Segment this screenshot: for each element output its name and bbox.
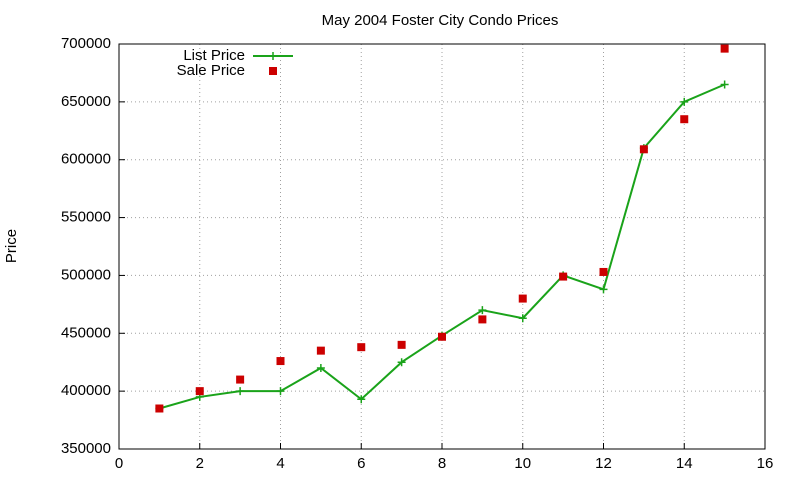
point [639, 145, 648, 154]
y-tick-label: 600000 [61, 151, 111, 168]
x-tick-label: 14 [676, 455, 693, 472]
legend-label: List Price [183, 47, 245, 64]
point [518, 314, 527, 323]
point [599, 285, 608, 294]
y-tick-label: 350000 [61, 440, 111, 457]
point [397, 358, 406, 367]
x-tick-label: 8 [438, 455, 446, 472]
point [236, 387, 245, 396]
y-tick-label: 700000 [61, 35, 111, 52]
legend-marker [269, 67, 277, 75]
point [276, 357, 285, 366]
point [316, 346, 325, 355]
y-tick-label: 650000 [61, 93, 111, 110]
point [357, 395, 366, 404]
plot-frame [118, 43, 766, 450]
point [680, 115, 689, 124]
y-axis-label: Price [3, 229, 20, 263]
point [478, 315, 487, 324]
point [599, 267, 608, 276]
point [276, 387, 285, 396]
point [478, 306, 487, 315]
point [720, 80, 729, 89]
point [438, 332, 446, 341]
point [518, 294, 527, 303]
chart-title: May 2004 Foster City Condo Prices [322, 12, 559, 29]
point [357, 343, 366, 352]
point [720, 44, 729, 53]
x-tick-label: 6 [357, 455, 365, 472]
point [195, 387, 204, 396]
point [316, 364, 325, 372]
legend-label: Sale Price [177, 62, 245, 79]
x-tick-label: 0 [115, 455, 123, 472]
x-tick-label: 2 [196, 455, 204, 472]
x-tick-label: 16 [757, 455, 774, 472]
point [155, 404, 164, 413]
point [236, 375, 245, 384]
point [680, 97, 689, 106]
y-tick-label: 400000 [61, 382, 111, 399]
x-tick-label: 4 [276, 455, 284, 472]
x-tick-label: 12 [595, 455, 612, 472]
legend-marker [269, 52, 277, 60]
y-tick-label: 500000 [61, 266, 111, 283]
x-tick-label: 10 [514, 455, 531, 472]
point [559, 272, 568, 281]
y-tick-label: 450000 [61, 324, 111, 341]
y-tick-label: 550000 [61, 209, 111, 226]
point [397, 340, 406, 349]
